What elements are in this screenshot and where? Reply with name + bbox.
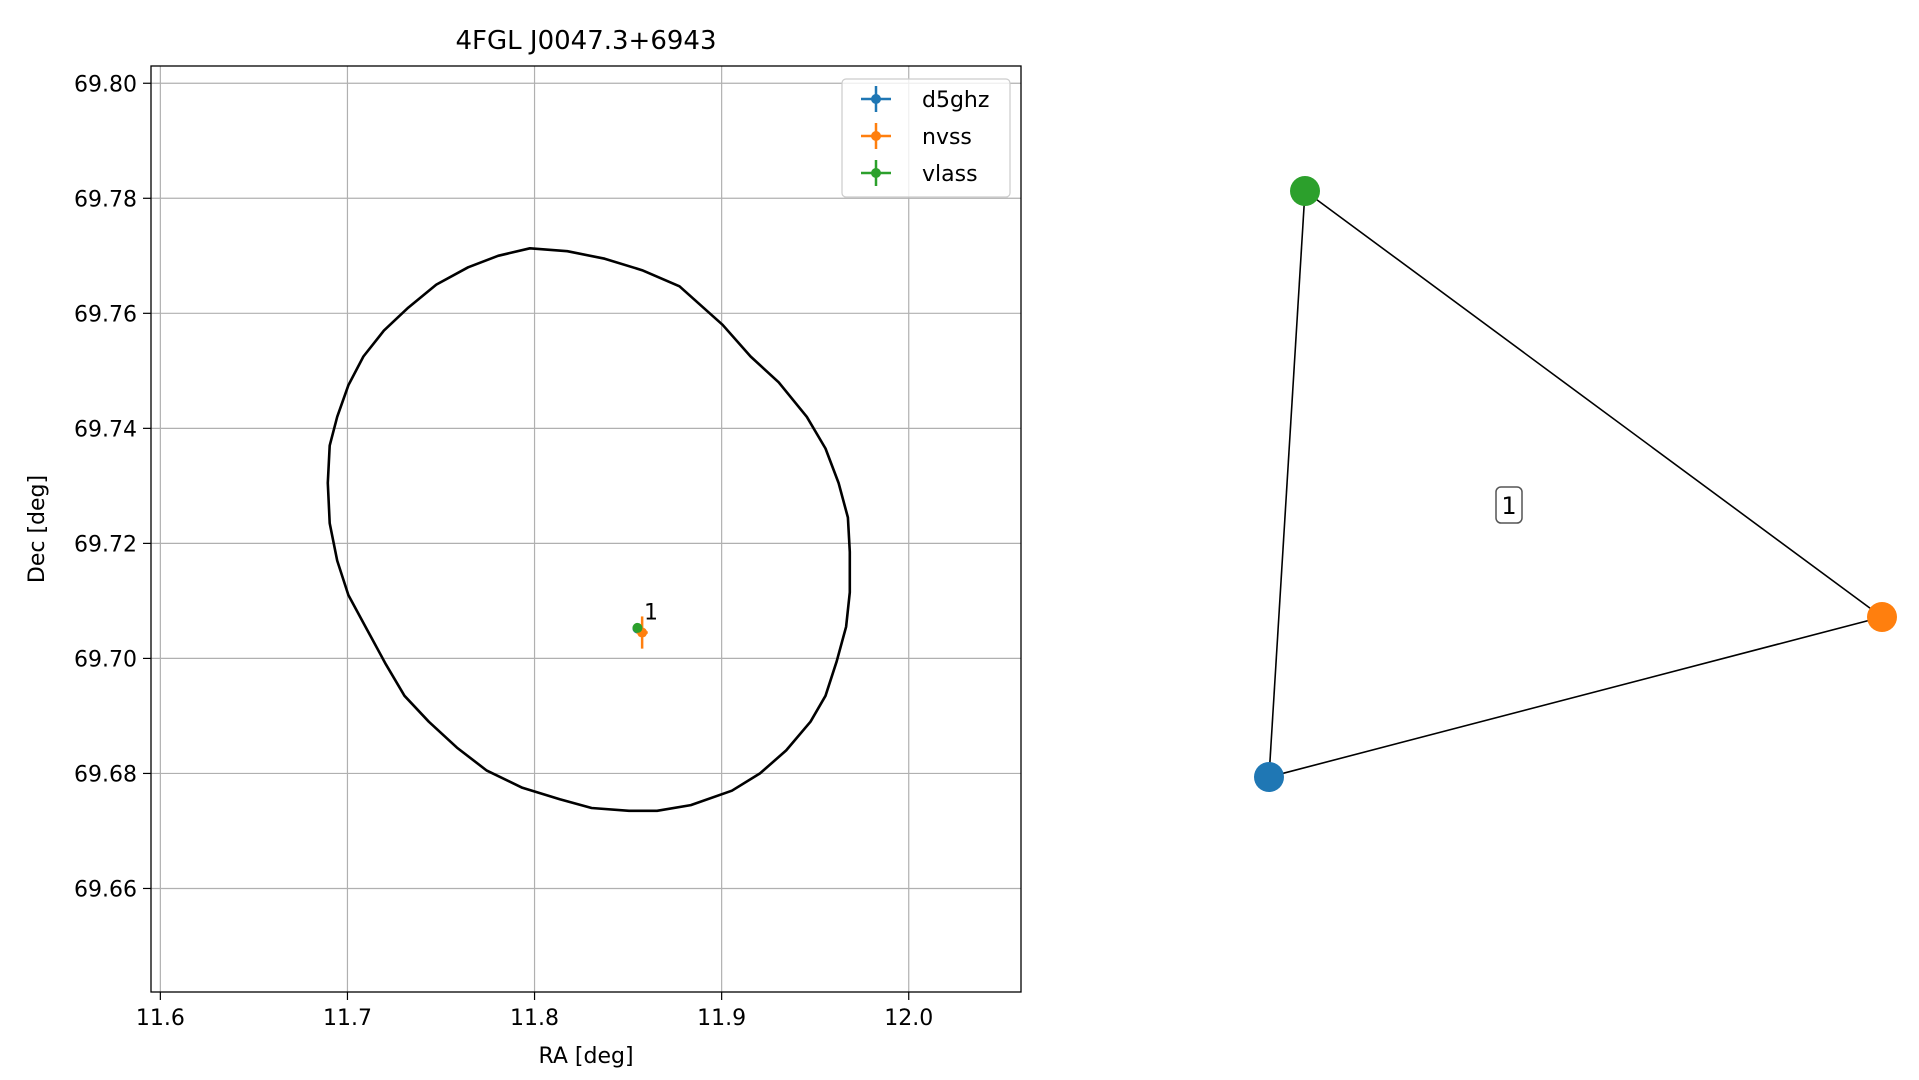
association-graph: 1 (1254, 176, 1897, 792)
graph-edges (1268, 190, 1883, 778)
legend-item-nvss: nvss (861, 123, 972, 150)
legend-marker-dot (871, 94, 881, 104)
graph-node-vlass (1290, 176, 1320, 206)
graph-edge (1304, 190, 1883, 618)
axes-frame (150, 65, 1022, 993)
y-axis-label: Dec [deg] (25, 475, 50, 583)
graph-edge (1268, 616, 1883, 778)
point-annotation: 1 (644, 600, 658, 625)
legend-label: nvss (922, 125, 972, 150)
axis-ticks-layer: 11.6 11.7 11.8 11.9 12.0 69.66 69.68 69.70 69.72… (74, 72, 933, 1031)
point-marker (632, 622, 643, 633)
graph-nodes (1254, 176, 1897, 792)
graph-edge (1268, 190, 1306, 778)
graph-node-d5ghz (1254, 762, 1284, 792)
x-tick-label: 11.7 (323, 1006, 372, 1031)
data-point-vlass (632, 622, 643, 633)
legend-box (841, 78, 1011, 198)
center-label-box (1495, 486, 1523, 524)
x-tick-label: 11.9 (697, 1006, 746, 1031)
legend-item-vlass: vlass (861, 160, 978, 187)
x-tick-label: 11.8 (510, 1006, 559, 1031)
y-tick-label: 69.74 (74, 417, 137, 442)
x-axis-label: RA [deg] (538, 1044, 633, 1069)
x-tick-label: 11.6 (136, 1006, 185, 1031)
y-tick-label: 69.78 (74, 187, 137, 212)
y-tick-label: 69.72 (74, 532, 137, 557)
legend-item-d5ghz: d5ghz (861, 86, 989, 113)
error-ellipse-layer (326, 247, 852, 813)
legend-items: d5ghz nvss vlass (861, 86, 989, 187)
graph-node-nvss (1867, 602, 1897, 632)
x-tick-label: 12.0 (884, 1006, 933, 1031)
legend-label: vlass (922, 162, 978, 187)
legend-label: d5ghz (922, 88, 989, 113)
legend: d5ghz nvss vlass (841, 78, 1011, 198)
y-tick-label: 69.70 (74, 647, 137, 672)
y-tick-label: 69.66 (74, 877, 137, 902)
data-points-layer: 1 (632, 600, 658, 649)
grid-lines (151, 66, 1021, 992)
legend-marker-dot (871, 131, 881, 141)
y-tick-label: 69.80 (74, 72, 137, 97)
chart-title: 4FGL J0047.3+6943 (456, 26, 717, 56)
y-tick-label: 69.76 (74, 302, 137, 327)
sky-position-chart: 1 11.6 11.7 11.8 11.9 12.0 69.66 69.68 69.70 69.… (25, 26, 1022, 1069)
center-label: 1 (1501, 492, 1516, 520)
y-tick-label: 69.68 (74, 762, 137, 787)
error-ellipse (326, 247, 852, 813)
legend-marker-dot (871, 168, 881, 178)
